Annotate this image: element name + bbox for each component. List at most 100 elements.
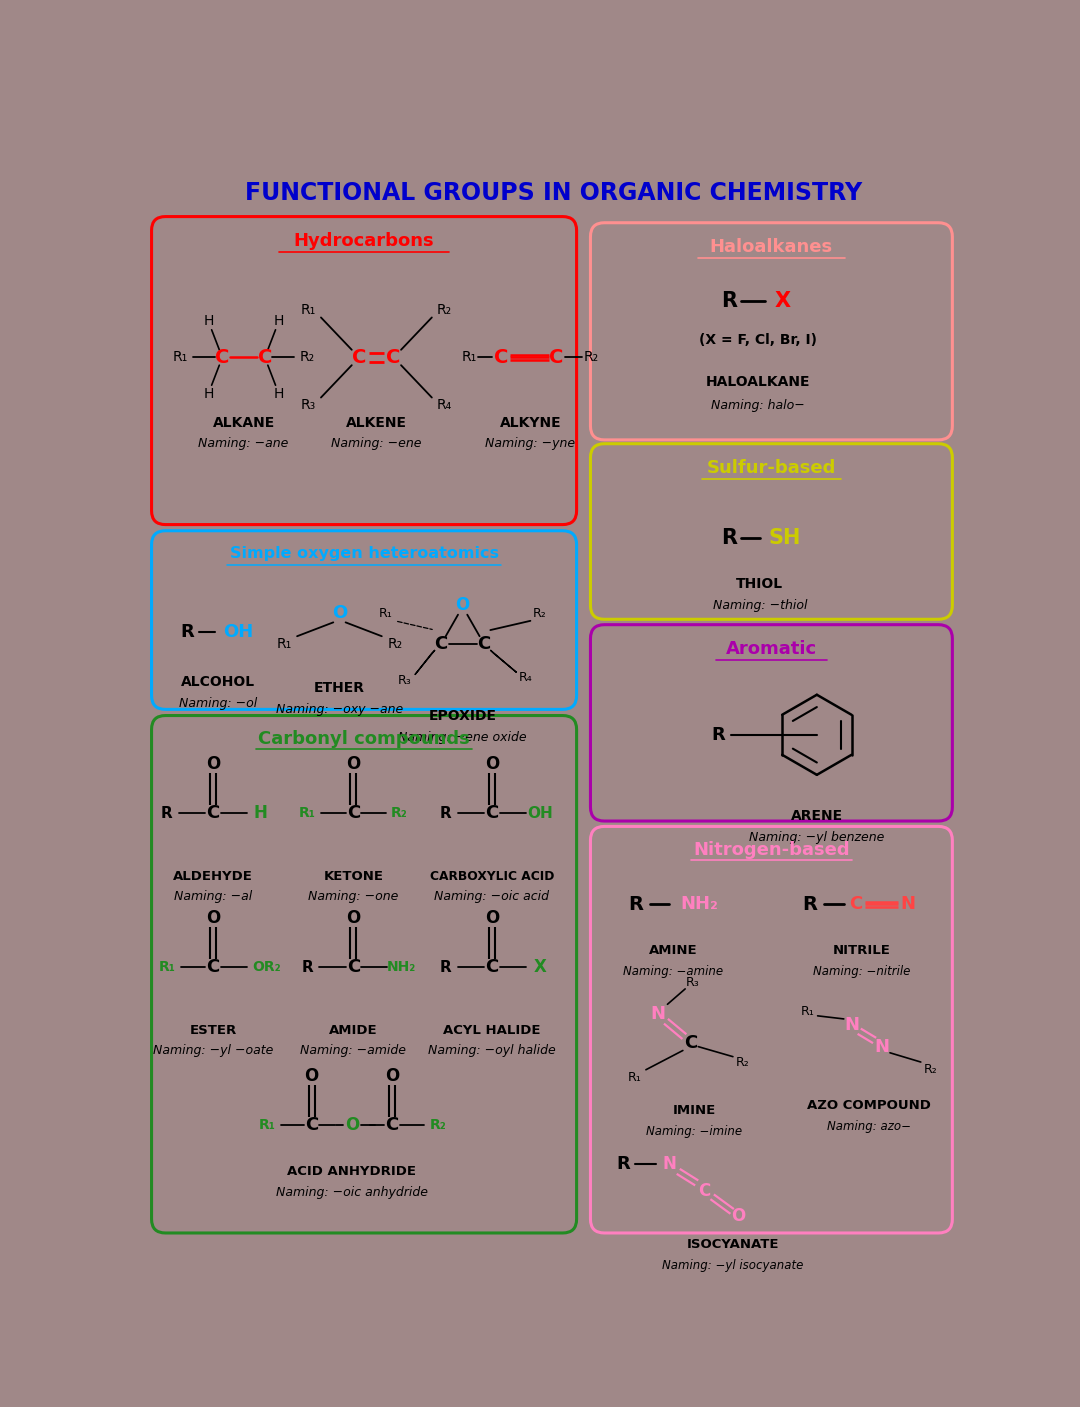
Text: Aromatic: Aromatic (726, 640, 816, 658)
Text: O: O (305, 1067, 319, 1085)
Polygon shape (490, 650, 516, 673)
Text: X: X (534, 958, 546, 976)
Text: Naming: −ene oxide: Naming: −ene oxide (399, 732, 527, 744)
Text: X: X (774, 291, 791, 311)
Text: Nitrogen-based: Nitrogen-based (693, 840, 850, 858)
Text: C: C (347, 958, 360, 976)
Text: R₂: R₂ (430, 1119, 446, 1133)
Text: C: C (850, 895, 863, 913)
Text: HALOALKANE: HALOALKANE (705, 376, 810, 390)
Text: Naming: −ene: Naming: −ene (332, 438, 421, 450)
Text: ISOCYANATE: ISOCYANATE (687, 1238, 779, 1251)
Text: R₁: R₁ (159, 961, 175, 974)
Text: C: C (494, 348, 509, 367)
Text: NH₂: NH₂ (680, 895, 718, 913)
Text: ESTER: ESTER (189, 1024, 237, 1037)
Text: O: O (347, 909, 361, 927)
Text: R₃: R₃ (686, 976, 700, 989)
Text: ALKANE: ALKANE (213, 416, 274, 431)
Text: R: R (161, 806, 173, 820)
Text: H: H (273, 314, 284, 328)
Text: O: O (485, 909, 499, 927)
Text: C: C (485, 805, 499, 822)
Text: ALKYNE: ALKYNE (500, 416, 562, 431)
Text: R: R (802, 895, 818, 913)
Text: N: N (901, 895, 915, 913)
Text: Haloalkanes: Haloalkanes (710, 238, 833, 256)
Text: ETHER: ETHER (314, 681, 365, 695)
Text: H: H (273, 387, 284, 401)
Text: C: C (215, 348, 230, 367)
Text: O: O (206, 756, 220, 772)
Text: Naming: −yl −oate: Naming: −yl −oate (153, 1044, 273, 1057)
Text: R₂: R₂ (436, 303, 451, 317)
Polygon shape (415, 650, 435, 675)
Text: Sulfur-based: Sulfur-based (706, 459, 836, 477)
Text: ACYL HALIDE: ACYL HALIDE (443, 1024, 541, 1037)
Text: NITRILE: NITRILE (833, 944, 890, 957)
Text: H: H (254, 805, 268, 822)
Text: O: O (384, 1067, 399, 1085)
Text: Naming: −amide: Naming: −amide (300, 1044, 406, 1057)
Text: R₂: R₂ (737, 1055, 750, 1068)
Text: C: C (387, 348, 401, 367)
Text: Naming: −ol: Naming: −ol (178, 698, 257, 711)
Text: ALCOHOL: ALCOHOL (180, 675, 255, 689)
Text: R₂: R₂ (388, 637, 403, 651)
Text: C: C (485, 958, 499, 976)
Text: N: N (875, 1037, 890, 1055)
Text: R₄: R₄ (436, 398, 451, 412)
Text: R: R (440, 806, 451, 820)
Text: Naming: azo−: Naming: azo− (827, 1120, 912, 1133)
Text: H: H (203, 314, 214, 328)
Text: Naming: −yl isocyanate: Naming: −yl isocyanate (662, 1259, 804, 1272)
Text: N: N (662, 1155, 676, 1172)
Text: R₂: R₂ (299, 350, 314, 364)
Text: R₂: R₂ (583, 350, 598, 364)
Text: SH: SH (768, 528, 800, 547)
Text: Naming: halo−: Naming: halo− (711, 398, 805, 412)
Text: C: C (206, 805, 220, 822)
Text: N: N (843, 1016, 859, 1034)
Text: NH₂: NH₂ (387, 961, 416, 974)
Text: O: O (485, 756, 499, 772)
Text: R₁: R₁ (173, 350, 188, 364)
Text: FUNCTIONAL GROUPS IN ORGANIC CHEMISTRY: FUNCTIONAL GROUPS IN ORGANIC CHEMISTRY (245, 182, 862, 205)
Text: OH: OH (527, 806, 553, 820)
Text: Naming: −oyl halide: Naming: −oyl halide (428, 1044, 556, 1057)
Text: Naming: −one: Naming: −one (308, 891, 399, 903)
Text: CARBOXYLIC ACID: CARBOXYLIC ACID (430, 870, 554, 884)
Text: AZO COMPOUND: AZO COMPOUND (807, 1099, 931, 1113)
Text: KETONE: KETONE (323, 870, 383, 884)
Text: Naming: −oxy −ane: Naming: −oxy −ane (275, 704, 403, 716)
Text: Naming: −al: Naming: −al (174, 891, 253, 903)
Text: R: R (712, 726, 725, 744)
Text: C: C (684, 1034, 698, 1052)
Text: Naming: −ane: Naming: −ane (199, 438, 288, 450)
Text: THIOL: THIOL (737, 577, 783, 591)
Text: EPOXIDE: EPOXIDE (429, 709, 497, 723)
Text: O: O (347, 756, 361, 772)
Text: R: R (721, 528, 737, 547)
Text: R₂: R₂ (532, 606, 546, 619)
Text: R: R (616, 1155, 630, 1172)
Text: C: C (386, 1116, 399, 1134)
Text: C: C (550, 348, 564, 367)
Text: Hydrocarbons: Hydrocarbons (294, 232, 434, 250)
Text: R₁: R₁ (461, 350, 476, 364)
Text: R: R (180, 623, 193, 642)
Text: Naming: −imine: Naming: −imine (646, 1124, 742, 1138)
Text: ACID ANHYDRIDE: ACID ANHYDRIDE (287, 1165, 416, 1178)
Text: ALDEHYDE: ALDEHYDE (173, 870, 253, 884)
Text: R₁: R₁ (258, 1119, 275, 1133)
Text: R₂: R₂ (923, 1064, 937, 1076)
Text: R₄: R₄ (518, 671, 532, 684)
Text: (X = F, Cl, Br, I): (X = F, Cl, Br, I) (699, 333, 816, 346)
Text: R₁: R₁ (800, 1005, 814, 1017)
Text: R₃: R₃ (301, 398, 316, 412)
Text: C: C (347, 805, 360, 822)
Text: O: O (345, 1116, 359, 1134)
Text: Naming: −oic acid: Naming: −oic acid (434, 891, 550, 903)
Text: O: O (456, 597, 470, 615)
Text: Naming: −nitrile: Naming: −nitrile (813, 965, 910, 978)
